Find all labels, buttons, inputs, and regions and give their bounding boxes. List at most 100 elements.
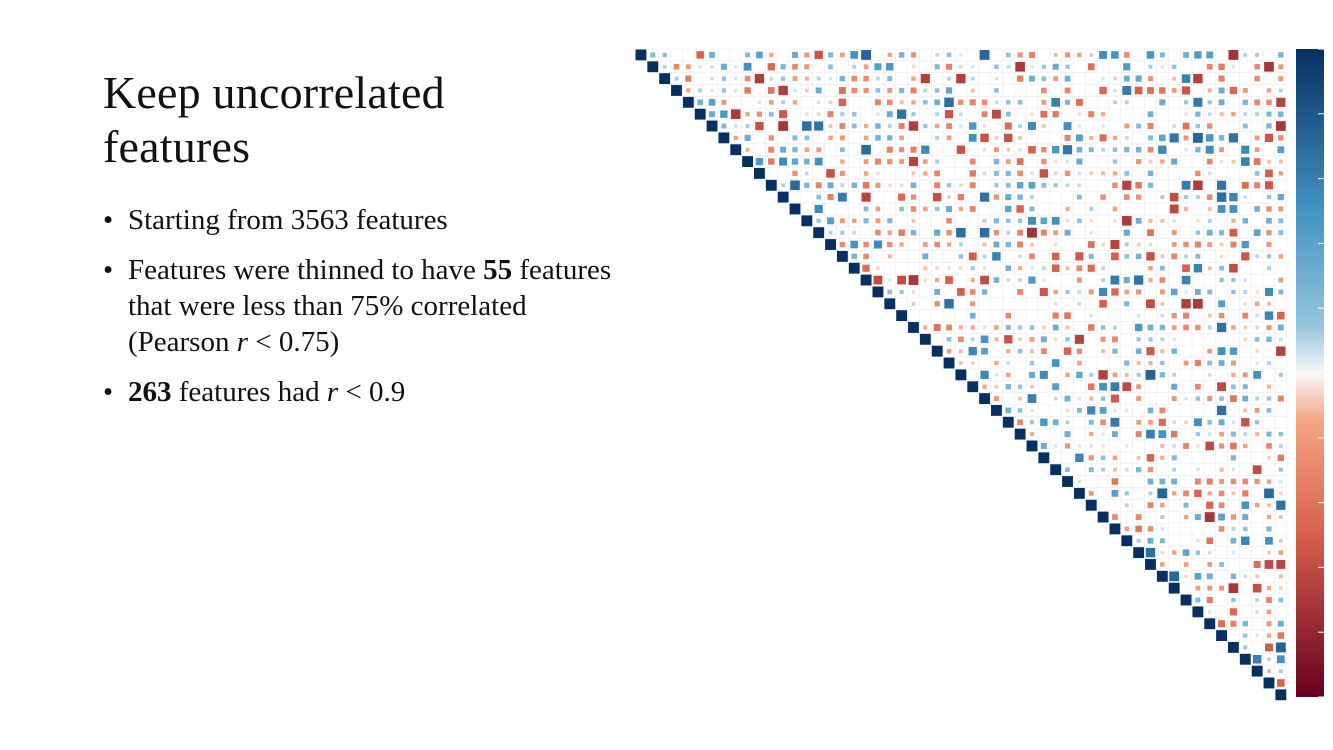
heatmap-cell [1195, 253, 1201, 259]
heatmap-cell [838, 98, 847, 107]
heatmap-cell [1219, 159, 1224, 164]
heatmap-diagonal-cell [1133, 547, 1145, 559]
heatmap-cell [1112, 431, 1118, 438]
heatmap-cell [1278, 135, 1284, 141]
heatmap-cell [1183, 514, 1189, 520]
heatmap-cell [1230, 478, 1237, 485]
heatmap-cell [1147, 537, 1154, 544]
heatmap-cell [1275, 642, 1286, 653]
heatmap-cell [827, 194, 834, 201]
heatmap-cell [779, 110, 788, 119]
heatmap-cell [815, 182, 822, 189]
heatmap-cell [1075, 252, 1084, 261]
heatmap-cell [1160, 515, 1165, 520]
heatmap-cell [851, 182, 857, 188]
heatmap-cell [1231, 597, 1236, 603]
heatmap-cell [1218, 360, 1225, 366]
heatmap-cell [1041, 87, 1047, 94]
heatmap-cell [1219, 242, 1224, 247]
heatmap-cell [1205, 134, 1214, 142]
heatmap-cell [1242, 490, 1249, 497]
heatmap-cell [982, 325, 987, 330]
heatmap-cell [1110, 240, 1120, 250]
heatmap-cell [1124, 242, 1129, 247]
heatmap-cell [1110, 417, 1120, 427]
heatmap-cell [970, 325, 975, 330]
heatmap-cell [1278, 171, 1284, 176]
heatmap-cell [1148, 361, 1153, 366]
heatmap-cell [1276, 559, 1286, 569]
heatmap-cell [1159, 87, 1166, 94]
heatmap-diagonal-cell [991, 405, 1002, 416]
heatmap-cell [757, 100, 762, 104]
heatmap-cell [1087, 406, 1096, 415]
heatmap-cell [1278, 574, 1283, 579]
heatmap-cell [1172, 64, 1177, 69]
heatmap-cell [734, 65, 738, 69]
heatmap-cell [994, 325, 999, 330]
heatmap-cell [980, 370, 989, 379]
heatmap-cell [959, 65, 963, 69]
heatmap-cell [1231, 527, 1236, 531]
heatmap-cell [1208, 550, 1212, 555]
heatmap-cell [1029, 420, 1035, 425]
heatmap-cell [935, 135, 940, 140]
heatmap-cell [1172, 372, 1177, 377]
heatmap-cell [1006, 230, 1011, 235]
heatmap-cell [1276, 346, 1286, 356]
heatmap-cell [1160, 254, 1165, 259]
heatmap-cell [935, 112, 940, 117]
heatmap-cell [804, 135, 810, 141]
heatmap-cell [1076, 194, 1082, 200]
heatmap-cell [1054, 159, 1058, 164]
heatmap-cell [1266, 514, 1272, 520]
heatmap-cell [969, 289, 976, 295]
heatmap-cell [1243, 195, 1248, 199]
heatmap-cell [1136, 289, 1142, 295]
heatmap-cell [1015, 61, 1025, 72]
heatmap-cell [1241, 418, 1250, 427]
heatmap-cell [826, 169, 835, 178]
heatmap-diagonal-cell [801, 215, 813, 227]
heatmap-cell [1241, 501, 1250, 509]
heatmap-cell [1148, 266, 1153, 271]
heatmap-cell [1076, 146, 1083, 153]
heatmap-cell [1099, 50, 1108, 59]
heatmap-diagonal-cell [1204, 618, 1216, 630]
heatmap-cell [1135, 146, 1142, 153]
heatmap-cell [1206, 501, 1214, 509]
bullet-text-line-3-post: < 0.75) [248, 326, 340, 358]
heatmap-cell [1136, 396, 1142, 401]
heatmap-cell [1243, 302, 1247, 306]
heatmap-cell [1242, 123, 1248, 129]
heatmap-cell [1135, 75, 1142, 82]
heatmap-cell [1243, 645, 1248, 650]
heatmap-cell [696, 51, 704, 59]
heatmap-cell [1267, 456, 1271, 460]
heatmap-cell [1089, 231, 1093, 235]
heatmap-cell [1219, 265, 1224, 271]
heatmap-cell [908, 121, 919, 131]
heatmap-cell [1147, 170, 1154, 177]
heatmap-cell [685, 75, 692, 82]
heatmap-cell [1277, 311, 1285, 320]
heatmap-cell [1171, 253, 1178, 260]
heatmap-cell [1266, 443, 1272, 449]
heatmap-cell [1218, 490, 1225, 497]
heatmap-cell [1254, 171, 1260, 176]
heatmap-cell [923, 325, 928, 330]
heatmap-cell [1077, 360, 1082, 366]
heatmap-cell [1255, 574, 1259, 579]
heatmap-cell [1216, 405, 1227, 416]
heatmap-cell [1134, 275, 1144, 285]
heatmap-cell [1135, 467, 1142, 473]
heatmap-diagonal-cell [706, 120, 718, 132]
heatmap-cell [1111, 51, 1119, 59]
heatmap-cell [743, 62, 752, 71]
heatmap-cell [875, 135, 881, 141]
heatmap-cell [1146, 347, 1155, 356]
heatmap-cell [1017, 384, 1023, 389]
heatmap-cell [958, 206, 964, 212]
heatmap-cell [923, 100, 928, 105]
heatmap-cell [804, 64, 810, 70]
